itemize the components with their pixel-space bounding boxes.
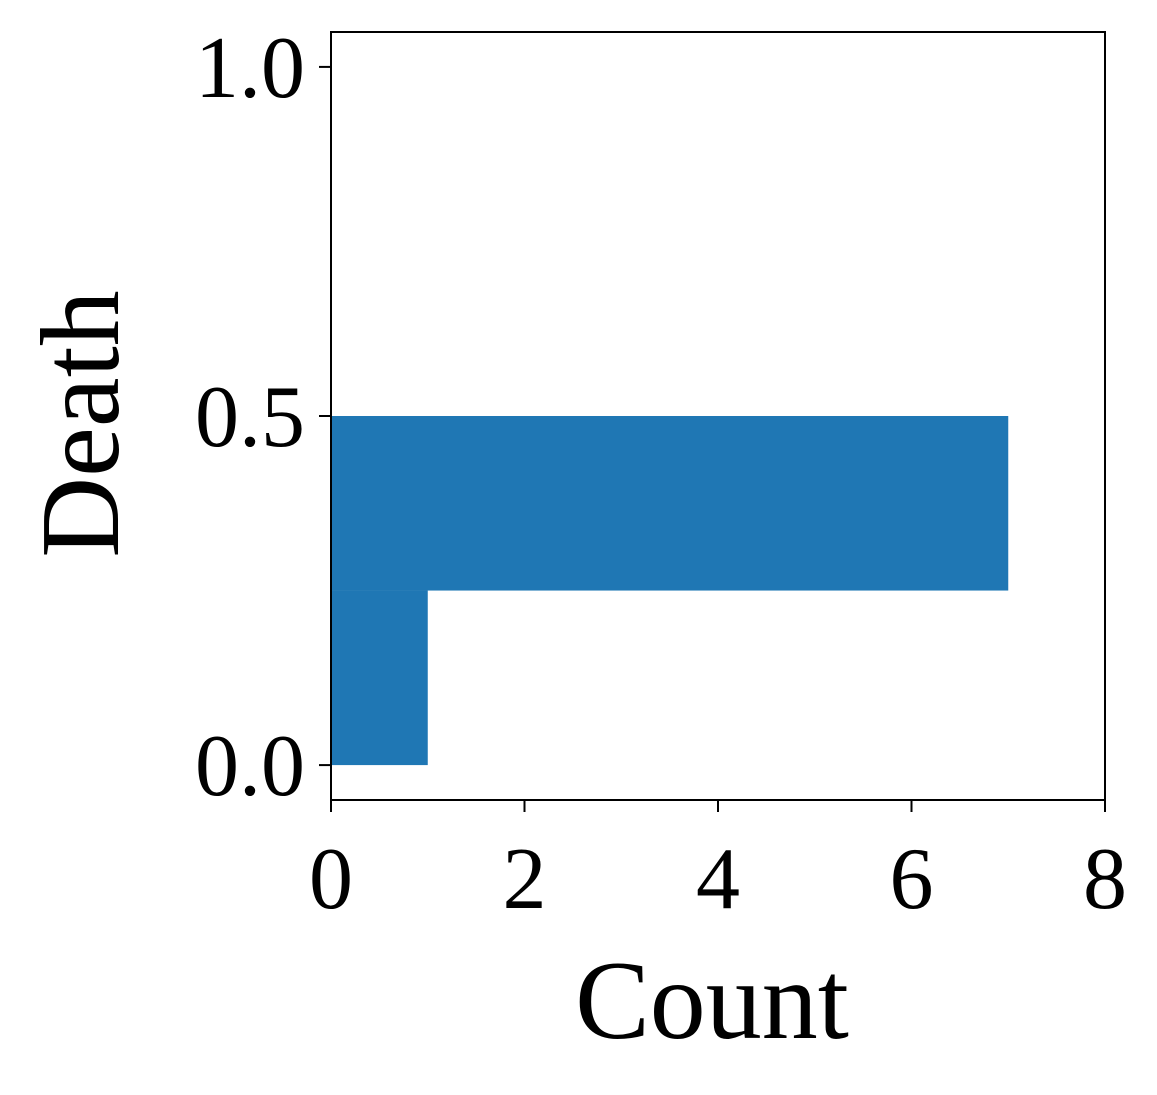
y-tick-label: 0.5 (195, 369, 305, 466)
y-tick-label: 1.0 (195, 20, 305, 117)
bar (331, 590, 428, 766)
x-tick-label: 0 (309, 831, 353, 928)
x-axis-label: Count (575, 939, 849, 1063)
x-tick-label: 2 (503, 831, 547, 928)
y-axis-label: Death (19, 290, 143, 557)
y-tick-label: 0.0 (195, 718, 305, 815)
x-tick-label: 6 (890, 831, 934, 928)
x-tick-label: 8 (1083, 831, 1127, 928)
x-tick-label: 4 (696, 831, 740, 928)
bar (331, 416, 1009, 591)
